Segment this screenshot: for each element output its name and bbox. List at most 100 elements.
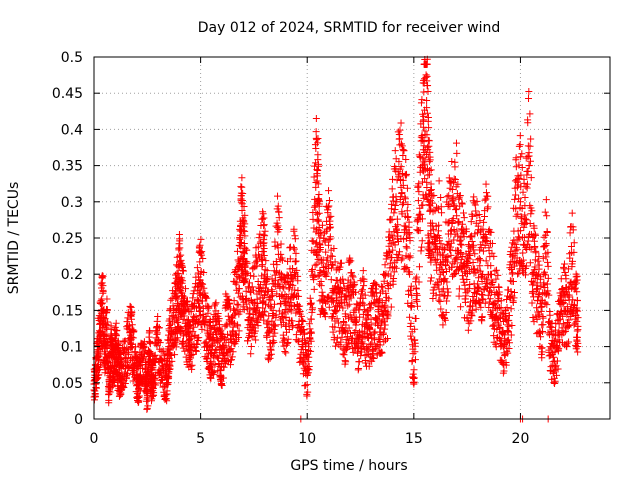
data-point [135, 392, 143, 400]
data-point [397, 119, 405, 127]
data-point [359, 267, 367, 275]
data-point [151, 351, 159, 359]
data-point [128, 333, 136, 341]
data-point [168, 357, 176, 365]
data-point [544, 262, 552, 270]
data-point [95, 371, 103, 379]
data-point [98, 274, 106, 282]
data-point [252, 336, 260, 344]
data-point [471, 250, 479, 258]
data-point [407, 332, 415, 340]
data-point [169, 302, 177, 310]
data-point [451, 163, 459, 171]
data-point [542, 196, 550, 204]
data-point [318, 288, 326, 296]
data-point [458, 241, 466, 249]
data-point [480, 218, 488, 226]
data-point [271, 329, 279, 337]
data-point [151, 358, 159, 366]
data-point [102, 324, 110, 332]
data-point [399, 146, 407, 154]
data-point [509, 278, 517, 286]
data-point [329, 328, 337, 336]
data-point [314, 166, 322, 174]
data-point [405, 218, 413, 226]
data-point [448, 158, 456, 166]
data-point [150, 389, 158, 397]
data-point [286, 305, 294, 313]
x-tick-label: 15 [405, 431, 423, 447]
data-point [426, 187, 434, 195]
data-point [484, 203, 492, 211]
data-point [393, 198, 401, 206]
data-point [436, 298, 444, 306]
data-point [427, 166, 435, 174]
chart-title: Day 012 of 2024, SRMTID for receiver win… [198, 20, 501, 36]
data-point [144, 402, 152, 410]
data-point [472, 207, 480, 215]
data-point [136, 361, 144, 369]
data-point [406, 313, 414, 321]
data-point [270, 339, 278, 347]
data-point [525, 88, 533, 96]
data-point [410, 366, 418, 374]
data-point [482, 180, 490, 188]
data-point [568, 209, 576, 217]
data-point [155, 324, 163, 332]
data-point [535, 261, 543, 269]
data-point [313, 136, 321, 144]
data-point [127, 303, 135, 311]
data-point [169, 313, 177, 321]
data-point [317, 282, 325, 290]
data-point [525, 94, 533, 102]
data-point [534, 308, 542, 316]
data-point [546, 311, 554, 319]
data-point [314, 151, 322, 159]
data-point [415, 188, 423, 196]
data-point [456, 240, 464, 248]
data-point [259, 215, 267, 223]
data-point [515, 142, 523, 150]
data-point [424, 87, 432, 95]
data-point [515, 195, 523, 203]
data-point [294, 287, 302, 295]
data-point [307, 301, 315, 309]
data-point [238, 183, 246, 191]
data-point [262, 257, 270, 265]
x-tick-label: 0 [90, 431, 99, 447]
data-point [314, 216, 322, 224]
data-point [108, 383, 116, 391]
data-point [472, 305, 480, 313]
data-point [124, 369, 132, 377]
data-point [462, 289, 470, 297]
data-point [402, 243, 410, 251]
y-tick-label: 0.05 [52, 376, 83, 392]
data-point [539, 314, 547, 322]
data-point [573, 327, 581, 335]
data-point [120, 383, 128, 391]
data-point [413, 290, 421, 298]
data-point [460, 214, 468, 222]
data-point [314, 255, 322, 263]
data-point [123, 318, 131, 326]
data-point [478, 313, 486, 321]
data-point [273, 261, 281, 269]
data-point [159, 376, 167, 383]
y-tick-label: 0.15 [52, 303, 83, 319]
data-point [174, 295, 182, 303]
data-point [97, 361, 105, 369]
data-point [290, 225, 298, 233]
data-point [132, 343, 140, 351]
data-point [104, 318, 112, 326]
data-point [171, 351, 179, 359]
data-point [135, 393, 143, 401]
data-point [103, 333, 111, 341]
data-point [159, 347, 167, 355]
data-point [417, 247, 425, 255]
data-point [453, 149, 461, 157]
data-point [282, 349, 290, 357]
data-point [332, 342, 340, 350]
data-point [505, 322, 513, 330]
data-point [438, 209, 446, 217]
